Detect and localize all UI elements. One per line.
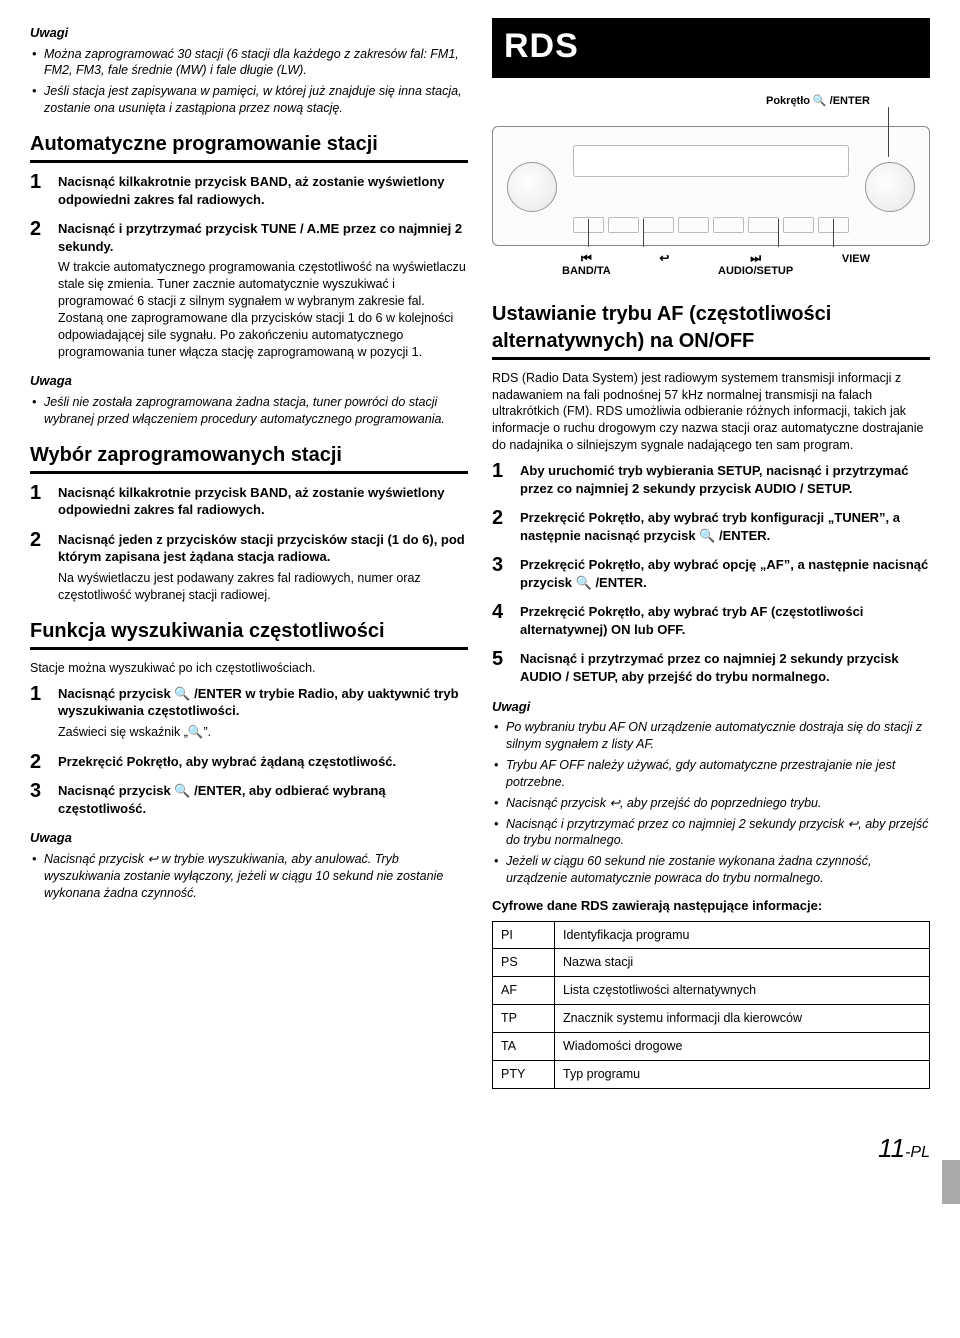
- steps-select-preset: 1Nacisnąć kilkakrotnie przycisk BAND, aż…: [30, 484, 468, 604]
- diagram-bottom-labels: ⏮BAND/TA ↩ ⏭AUDIO/SETUP VIEW: [492, 252, 930, 279]
- step-text: Nacisnąć i przytrzymać przez co najmniej…: [520, 651, 899, 684]
- note-heading: Uwaga: [30, 829, 468, 847]
- step-desc: Na wyświetlaczu jest podawany zakres fal…: [58, 570, 468, 604]
- step-text: Aby uruchomić tryb wybierania SETUP, nac…: [520, 463, 908, 496]
- return-icon: ↩: [659, 252, 669, 264]
- note-list: Jeśli nie została zaprogramowana żadna s…: [30, 394, 468, 428]
- note-heading: Uwaga: [30, 372, 468, 390]
- step-text: Przekręcić Pokrętło, aby wybrać tryb kon…: [520, 510, 900, 543]
- step: 2Przekręcić Pokrętło, aby wybrać tryb ko…: [492, 509, 930, 544]
- button-row: [573, 217, 849, 233]
- note-item: Można zaprogramować 30 stacji (6 stacji …: [30, 46, 468, 80]
- table-row: PIIdentyfikacja programu: [493, 921, 930, 949]
- left-column: Uwagi Można zaprogramować 30 stacji (6 s…: [30, 18, 468, 1101]
- step-text: Przekręcić Pokrętło, aby wybrać opcję „A…: [520, 557, 928, 590]
- rds-desc: Typ programu: [555, 1060, 930, 1088]
- notes-heading: Uwagi: [492, 698, 930, 716]
- step-text: Przekręcić Pokrętło, aby wybrać żądaną c…: [58, 754, 396, 769]
- knob-label: Pokrętło: [766, 94, 810, 109]
- step-text: Nacisnąć przycisk 🔍 /ENTER, aby odbierać…: [58, 783, 386, 816]
- step-text: Nacisnąć kilkakrotnie przycisk BAND, aż …: [58, 485, 445, 518]
- note-item: Nacisnąć przycisk ↩, aby przejść do popr…: [492, 795, 930, 812]
- rds-table-heading: Cyfrowe dane RDS zawierają następujące i…: [492, 897, 930, 915]
- table-row: TPZnacznik systemu informacji dla kierow…: [493, 1005, 930, 1033]
- rds-code: PS: [493, 949, 555, 977]
- note-item: Nacisnąć i przytrzymać przez co najmniej…: [492, 816, 930, 850]
- step: 1Aby uruchomić tryb wybierania SETUP, na…: [492, 462, 930, 497]
- step-text: Nacisnąć przycisk 🔍 /ENTER w trybie Radi…: [58, 686, 459, 719]
- table-row: PTYTyp programu: [493, 1060, 930, 1088]
- right-knob: [865, 162, 915, 212]
- rds-code: PTY: [493, 1060, 555, 1088]
- step-desc: Zaświeci się wskaźnik „🔍”.: [58, 724, 468, 741]
- step: 3Nacisnąć przycisk 🔍 /ENTER, aby odbiera…: [30, 782, 468, 817]
- step-text: Przekręcić Pokrętło, aby wybrać tryb AF …: [520, 604, 863, 637]
- table-row: TAWiadomości drogowe: [493, 1033, 930, 1061]
- next-icon: ⏭: [750, 252, 761, 264]
- page-num-suffix: -PL: [905, 1144, 930, 1161]
- section-af-mode: Ustawianie trybu AF (częstotliwości alte…: [492, 301, 930, 360]
- step: 2Nacisnąć i przytrzymać przycisk TUNE / …: [30, 220, 468, 360]
- note-list: Nacisnąć przycisk ↩ w trybie wyszukiwani…: [30, 851, 468, 902]
- diagram-top-labels: Pokrętło 🔍 /ENTER: [492, 94, 930, 118]
- notes-list: Można zaprogramować 30 stacji (6 stacji …: [30, 46, 468, 118]
- band-ta-label: BAND/TA: [562, 264, 611, 279]
- step-text: Nacisnąć i przytrzymać przycisk TUNE / A…: [58, 221, 462, 254]
- steps-freq-search: 1Nacisnąć przycisk 🔍 /ENTER w trybie Rad…: [30, 685, 468, 818]
- notes-list: Po wybraniu trybu AF ON urządzenie autom…: [492, 719, 930, 887]
- step: 1Nacisnąć kilkakrotnie przycisk BAND, aż…: [30, 173, 468, 208]
- section-select-preset: Wybór zaprogramowanych stacji: [30, 442, 468, 474]
- rds-intro: RDS (Radio Data System) jest radiowym sy…: [492, 370, 930, 454]
- rds-desc: Nazwa stacji: [555, 949, 930, 977]
- side-tab: [942, 1160, 960, 1204]
- step-text: Nacisnąć kilkakrotnie przycisk BAND, aż …: [58, 174, 445, 207]
- section-freq-search: Funkcja wyszukiwania częstotliwości: [30, 618, 468, 650]
- note-item: Nacisnąć przycisk ↩ w trybie wyszukiwani…: [30, 851, 468, 902]
- display: [573, 145, 849, 177]
- right-column: RDS Pokrętło 🔍 /ENTER ⏮BAND/TA ↩ ⏭AUDIO/…: [492, 18, 930, 1101]
- rds-code: TP: [493, 1005, 555, 1033]
- rds-banner: RDS: [492, 18, 930, 78]
- intro-text: Stacje można wyszukiwać po ich częstotli…: [30, 660, 468, 677]
- steps-auto-program: 1Nacisnąć kilkakrotnie przycisk BAND, aż…: [30, 173, 468, 360]
- rds-code: TA: [493, 1033, 555, 1061]
- rds-code: PI: [493, 921, 555, 949]
- step-desc: W trakcie automatycznego programowania c…: [58, 259, 468, 360]
- view-label: VIEW: [842, 252, 870, 267]
- steps-af-mode: 1Aby uruchomić tryb wybierania SETUP, na…: [492, 462, 930, 685]
- note-item: Jeżeli w ciągu 60 sekund nie zostanie wy…: [492, 853, 930, 887]
- rds-table: PIIdentyfikacja programu PSNazwa stacji …: [492, 921, 930, 1089]
- step-text: Nacisnąć jeden z przycisków stacji przyc…: [58, 532, 465, 565]
- step: 1Nacisnąć przycisk 🔍 /ENTER w trybie Rad…: [30, 685, 468, 741]
- rds-desc: Lista częstotliwości alternatywnych: [555, 977, 930, 1005]
- step: 1Nacisnąć kilkakrotnie przycisk BAND, aż…: [30, 484, 468, 519]
- section-auto-program: Automatyczne programowanie stacji: [30, 131, 468, 163]
- step: 4Przekręcić Pokrętło, aby wybrać tryb AF…: [492, 603, 930, 638]
- step: 2Nacisnąć jeden z przycisków stacji przy…: [30, 531, 468, 604]
- rds-code: AF: [493, 977, 555, 1005]
- note-item: Jeśli nie została zaprogramowana żadna s…: [30, 394, 468, 428]
- rds-desc: Identyfikacja programu: [555, 921, 930, 949]
- table-row: PSNazwa stacji: [493, 949, 930, 977]
- step: 5Nacisnąć i przytrzymać przez co najmnie…: [492, 650, 930, 685]
- step: 3Przekręcić Pokrętło, aby wybrać opcję „…: [492, 556, 930, 591]
- page-number: 11-PL: [30, 1131, 930, 1166]
- left-knob: [507, 162, 557, 212]
- enter-label: 🔍 /ENTER: [813, 94, 870, 109]
- step: 2Przekręcić Pokrętło, aby wybrać żądaną …: [30, 753, 468, 771]
- radio-diagram: [492, 126, 930, 246]
- page-num-value: 11: [878, 1133, 905, 1163]
- note-item: Trybu AF OFF należy używać, gdy automaty…: [492, 757, 930, 791]
- rds-desc: Wiadomości drogowe: [555, 1033, 930, 1061]
- prev-icon: ⏮: [581, 252, 592, 264]
- note-item: Po wybraniu trybu AF ON urządzenie autom…: [492, 719, 930, 753]
- notes-heading: Uwagi: [30, 24, 468, 42]
- note-item: Jeśli stacja jest zapisywana w pamięci, …: [30, 83, 468, 117]
- audio-setup-label: AUDIO/SETUP: [718, 264, 793, 279]
- table-row: AFLista częstotliwości alternatywnych: [493, 977, 930, 1005]
- rds-desc: Znacznik systemu informacji dla kierowcó…: [555, 1005, 930, 1033]
